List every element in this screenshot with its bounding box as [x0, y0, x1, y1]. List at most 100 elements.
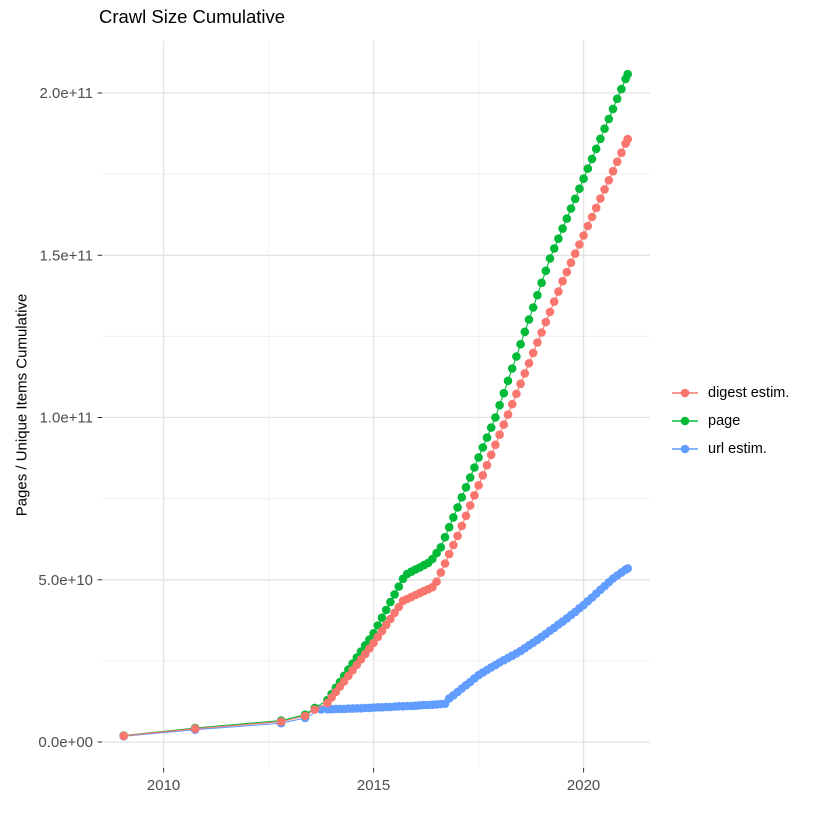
chart-title: Crawl Size Cumulative: [99, 6, 286, 27]
data-point-digest: [507, 399, 517, 409]
data-point-digest: [512, 389, 521, 399]
data-point-digest: [533, 338, 542, 347]
data-point-digest: [190, 724, 200, 733]
data-point-digest: [486, 450, 496, 460]
data-point-page: [587, 154, 597, 164]
data-point-page: [478, 443, 488, 452]
legend-item-page: page: [670, 407, 789, 435]
data-point-page: [623, 69, 632, 79]
data-point-digest: [276, 717, 286, 726]
data-point-page: [562, 214, 572, 223]
data-point-digest: [566, 258, 576, 268]
data-point-digest: [377, 626, 387, 636]
y-tick-label: 0.0e+00: [38, 734, 93, 751]
data-point-digest: [541, 317, 551, 327]
data-point-page: [566, 204, 576, 213]
data-point-page: [612, 94, 622, 104]
data-point-digest: [461, 511, 471, 521]
data-point-page: [444, 522, 454, 532]
data-point-digest: [499, 420, 509, 429]
data-point-page: [486, 423, 496, 432]
data-point-page: [533, 290, 542, 300]
data-point-page: [495, 400, 504, 410]
data-point-page: [591, 144, 601, 154]
x-tick-label: 2015: [357, 777, 390, 794]
data-point-digest: [310, 705, 320, 714]
data-point-url: [623, 564, 632, 573]
data-point-digest: [369, 638, 378, 648]
data-point-digest: [524, 359, 534, 368]
data-point-digest: [478, 471, 488, 480]
data-point-digest: [432, 577, 441, 586]
data-point-digest: [300, 711, 310, 721]
data-point-page: [465, 473, 475, 482]
legend-key-url-icon: [672, 444, 698, 454]
data-point-digest: [579, 231, 588, 240]
data-point-page: [503, 376, 513, 386]
data-point-page: [583, 164, 593, 173]
data-point-page: [394, 582, 404, 591]
data-point-page: [474, 453, 483, 462]
data-point-page: [600, 124, 609, 133]
data-point-digest: [608, 166, 618, 176]
data-point-page: [579, 174, 588, 183]
x-tick-label: 2020: [567, 777, 600, 794]
data-point-digest: [600, 185, 609, 194]
data-point-digest: [612, 157, 622, 167]
data-point-page: [537, 278, 546, 288]
data-point-page: [491, 413, 500, 422]
legend-label: page: [708, 413, 741, 429]
data-point-digest: [482, 460, 492, 470]
data-point-page: [482, 433, 492, 442]
data-point-digest: [587, 212, 597, 222]
data-point-digest: [575, 240, 584, 249]
y-tick-label: 2.0e+11: [39, 85, 93, 102]
data-point-digest: [436, 568, 446, 577]
legend-key-page-icon: [672, 416, 698, 426]
data-point-page: [499, 388, 509, 398]
data-point-digest: [617, 148, 626, 157]
series-digest: [119, 134, 632, 741]
data-point-digest: [516, 379, 525, 389]
y-tick-label: 1.0e+11: [39, 410, 93, 427]
data-point-digest: [465, 501, 475, 510]
data-point-page: [524, 315, 534, 324]
x-tick-label: 2010: [147, 777, 180, 794]
data-point-page: [453, 503, 462, 512]
data-point-digest: [554, 287, 563, 296]
data-point-digest: [545, 307, 555, 317]
data-point-digest: [583, 221, 593, 231]
data-point-page: [470, 463, 479, 472]
data-point-digest: [470, 491, 479, 500]
data-point-digest: [449, 540, 458, 550]
legend-label: url estim.: [708, 441, 767, 457]
data-point-digest: [491, 440, 500, 450]
legend-key-point: [680, 388, 690, 398]
legend-item-url: url estim.: [670, 435, 789, 463]
data-point-page: [541, 266, 551, 276]
data-point-page: [554, 234, 563, 243]
data-point-page: [549, 244, 559, 253]
y-tick-label: 1.5e+11: [39, 247, 93, 264]
data-point-page: [617, 84, 626, 94]
data-point-digest: [537, 328, 546, 337]
data-point-page: [545, 254, 555, 263]
data-point-digest: [503, 410, 513, 419]
data-point-digest: [570, 249, 580, 258]
data-point-digest: [440, 559, 450, 568]
data-point-page: [390, 590, 399, 599]
data-point-page: [440, 532, 450, 542]
data-point-digest: [386, 614, 395, 624]
legend-key-point: [680, 416, 690, 426]
data-point-digest: [453, 531, 462, 541]
data-point-digest: [495, 430, 504, 440]
data-point-page: [558, 224, 567, 233]
data-point-page: [436, 543, 446, 552]
data-point-digest: [591, 203, 601, 213]
series-url: [119, 564, 632, 741]
data-point-digest: [596, 194, 605, 203]
data-point-digest: [549, 297, 559, 307]
data-point-page: [512, 352, 521, 361]
